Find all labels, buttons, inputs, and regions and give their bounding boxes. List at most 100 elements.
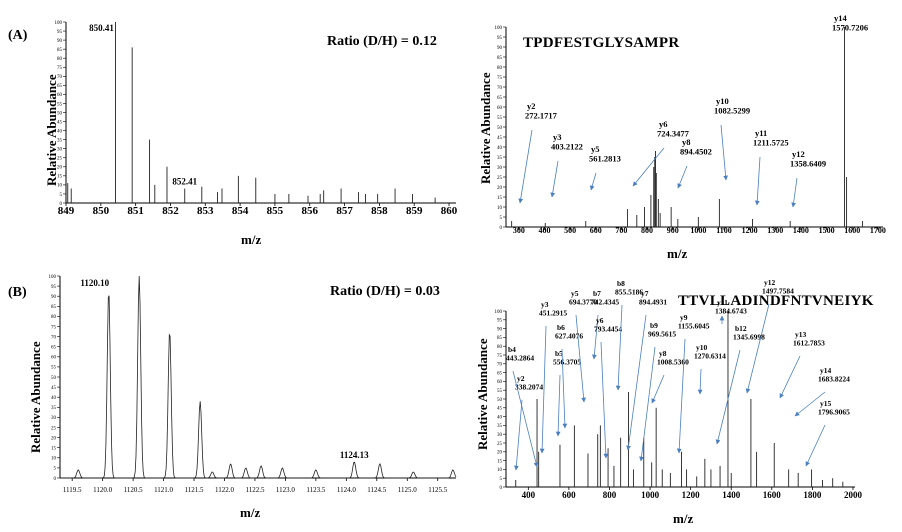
panel-a-ratio: Ratio (D/H) = 0.12 [327,34,437,49]
b_right-callout-arrow [539,325,547,454]
a_left-ytick-label: 85 [57,48,63,53]
chart-a_right: 0 5 10 15 20 25 30 35 40 45 50 55 60 65 70 75 80 85 90 95 10… [495,13,886,235]
b_right-ion-label: y5 [571,289,579,298]
b_right-ytick-label: 15 [497,459,503,464]
a_right-xtick-label: 500 [564,226,576,235]
b_right-ion-mz-label: 1612.7853 [793,339,825,348]
a_right-xtick-label: 1300 [767,226,783,235]
a_right-ion-mz-label: 1570.7206 [832,23,868,33]
b_left-ytick-label: 60 [51,356,57,361]
b_right-ytick-label: 90 [497,327,503,332]
a_right-ion-label: y11 [755,128,767,138]
b_right-ion-label: y3 [541,300,549,309]
b_right-callout-arrow [615,304,623,391]
a_left-ytick-label: 20 [57,166,63,171]
b_right-ion-mz-label: 793.4454 [594,325,622,334]
b_right-ion-label: y13 [795,330,807,339]
a_right-ytick-label: 10 [497,206,503,211]
b_right-ion-label: b5 [555,349,563,358]
b_left-ytick-label: 5 [54,467,57,472]
b_right-xtick-label: 1200 [682,490,701,500]
a_left-xtick-label: 859 [406,205,423,217]
b_left-ytick-label: 50 [51,376,57,381]
a_right-xtick-label: 1000 [690,226,706,235]
b_right-callout-arrow [639,346,656,462]
b_right-ion-label: y11 [717,298,728,307]
b_right-xtick-label: 1000 [641,490,660,500]
a_right-ion-label: y12 [792,149,805,159]
b_right-ion-label: b8 [617,279,625,288]
b_left-xtick-label: 1120.5 [124,486,143,494]
a_left-ytick-label: 65 [57,84,63,89]
a_right-ytick-label: 65 [497,96,503,101]
a_right-ytick-label: 85 [497,56,503,61]
a_left-ytick-label: 0 [60,202,63,207]
chart-b_right: 0 5 10 15 20 25 30 35 40 45 50 55 60 65 70 75 80 85 90 95 10… [495,278,863,500]
a_right-ytick-label: 60 [497,106,503,111]
b_left-ytick-label: 100 [49,275,57,280]
a_right-ion-label: y5 [591,144,600,154]
a_left-ytick-label: 55 [57,102,63,107]
a_right-ion-label: y10 [716,96,729,106]
b_left-xtick-label: 1125.0 [398,486,417,494]
b_left-ytick-label: 55 [51,366,57,371]
b_right-ion-label: y7 [641,289,649,298]
b_left-ytick-label: 40 [51,396,57,401]
b_right-ion-label: y10 [696,343,708,352]
b_right-callout-arrow [676,338,686,454]
b_right-callout-arrow [555,374,561,437]
a_left-peak-label: 852.41 [172,177,197,187]
b_right-ion-mz-label: 1345.6998 [733,333,765,342]
a_right-ytick-label: 30 [497,166,503,171]
b_right-ion-label: b7 [593,289,601,298]
a_left-ytick-label: 15 [57,175,63,180]
a_right-ion-mz-label: 1211.5725 [753,138,789,148]
a_right-ion-label: y14 [834,13,848,23]
b_right-ion-label: y14 [820,366,832,375]
a_right-xtick-label: 1400 [793,226,809,235]
a_right-ytick-label: 95 [497,36,503,41]
b_left-xtick-label: 1124.5 [367,486,386,494]
a_right-xtick-label: 400 [538,226,550,235]
a_right-ytick-label: 0 [500,226,503,231]
b_right-ion-mz-label: 451.2915 [539,309,567,318]
b_left-ytick-label: 35 [51,406,57,411]
a_right-callout-arrow [518,129,533,204]
a_right-xtick-label: 900 [667,226,679,235]
a_left-ytick-label: 95 [57,30,63,35]
b_right-ytick-label: 40 [497,415,503,420]
a_left-xtick-label: 850 [93,205,110,217]
b_right-ion-mz-label: 969.5615 [648,330,676,339]
a-left-xlabel: m/z [241,232,262,247]
a_left-xtick-label: 857 [336,205,353,217]
b_right-callout-arrow [794,391,826,417]
b_right-ytick-label: 35 [497,424,503,429]
a_left-xtick-label: 855 [267,205,284,217]
a_right-xtick-label: 1200 [742,226,758,235]
b_right-ion-mz-label: 627.4076 [555,332,583,341]
b_right-ion-mz-label: 556.3705 [553,358,581,367]
a_right-xtick-label: 600 [590,226,602,235]
b_left-xtick-label: 1123.0 [276,486,295,494]
b_left-ytick-label: 75 [51,325,57,330]
b_right-xtick-label: 1800 [803,490,822,500]
b_right-ytick-label: 25 [497,442,503,447]
b_right-callout-arrow [600,341,609,459]
b_right-ytick-label: 10 [497,468,503,473]
panel-b-ratio: Ratio (D/H) = 0.03 [330,284,440,299]
b_left-xtick-label: 1121.0 [154,486,173,494]
b_left-ytick-label: 45 [51,386,57,391]
b_right-callout-arrow [626,314,647,451]
chart-b_left: 0 5 10 15 20 25 30 35 40 45 50 55 60 65 70 75 80 85 90 95 10… [49,275,457,494]
b_right-ion-mz-label: 1384.6743 [715,307,747,316]
a_right-ion-label: y8 [682,137,691,147]
b_right-ion-label: y8 [659,349,667,358]
b_right-ytick-label: 95 [497,319,503,324]
b_right-ion-mz-label: 1008.5360 [657,358,689,367]
b_left-ytick-label: 10 [51,457,57,462]
b_right-callout-arrow [697,368,703,395]
a_right-callout-arrow [677,165,688,189]
b_right-ion-label: b12 [735,324,747,333]
b_right-callout-arrow [779,355,801,399]
